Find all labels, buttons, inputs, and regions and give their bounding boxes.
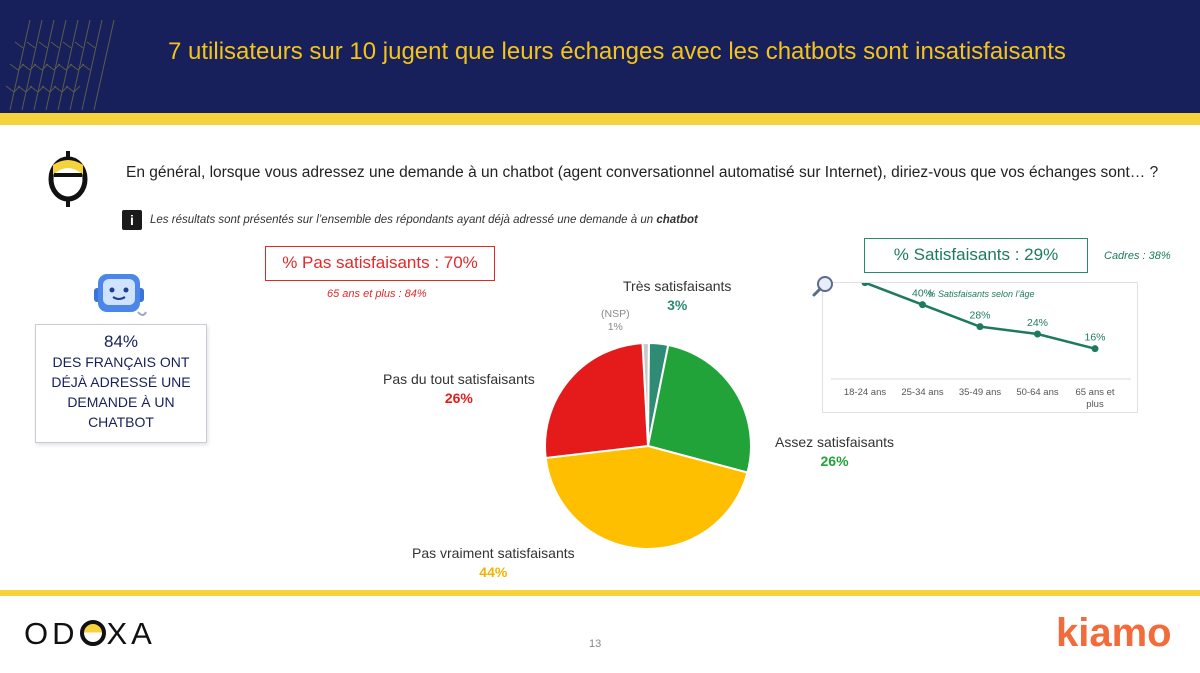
pie-slice-2 bbox=[646, 343, 752, 474]
line-category-label-0: 18-24 ans bbox=[844, 387, 887, 398]
pie-label-tres-name: Très satisfaisants bbox=[623, 278, 732, 294]
line-category-label-3: 50-64 ans bbox=[1016, 387, 1059, 398]
info-icon: i bbox=[122, 210, 142, 230]
usage-percent: 84% bbox=[103, 332, 139, 351]
kiamo-logo: kiamo bbox=[1056, 611, 1172, 655]
line-category-label-4: 65 ans et plus bbox=[1075, 387, 1114, 410]
line-point-3 bbox=[1034, 330, 1041, 338]
pie-label-pas-vraiment: Pas vraiment satisfaisants 44% bbox=[412, 545, 575, 580]
footer-yellow-band bbox=[0, 590, 1200, 596]
odoxa-logo-o-icon bbox=[79, 620, 106, 646]
unsatisfied-total-box: % Pas satisfaisants : 70% bbox=[265, 246, 495, 281]
pie-label-pas-du-tout-name: Pas du tout satisfaisants bbox=[383, 371, 535, 387]
line-point-0 bbox=[861, 283, 869, 287]
pie-slice-4 bbox=[544, 342, 650, 460]
pie-label-tres-value: 3% bbox=[667, 297, 688, 313]
satisfaction-pie-chart bbox=[544, 341, 752, 550]
header-banner: 7 utilisateurs sur 10 jugent que leurs é… bbox=[0, 0, 1200, 113]
chatbot-robot-icon bbox=[94, 274, 147, 316]
pie-label-tres: Très satisfaisants 3% bbox=[623, 278, 731, 313]
header-yellow-band bbox=[0, 113, 1200, 125]
pie-label-pas-vraiment-name: Pas vraiment satisfaisants bbox=[412, 545, 575, 561]
line-value-label-1: 40% bbox=[912, 288, 933, 300]
page-title: 7 utilisateurs sur 10 jugent que leurs é… bbox=[168, 38, 1066, 65]
line-value-label-4: 16% bbox=[1084, 332, 1105, 344]
line-value-label-2: 28% bbox=[969, 310, 990, 322]
odoxa-question-icon bbox=[48, 151, 88, 207]
odoxa-logo: OD XA bbox=[24, 616, 156, 652]
odoxa-logo-right: XA bbox=[106, 616, 156, 651]
pie-label-assez-name: Assez satisfaisants bbox=[775, 434, 895, 450]
page-number: 13 bbox=[589, 638, 602, 650]
magnifier-icon bbox=[812, 276, 833, 297]
pie-slice-3 bbox=[544, 444, 749, 550]
survey-question: En général, lorsque vous adressez une de… bbox=[126, 164, 1159, 181]
pie-label-pas-du-tout: Pas du tout satisfaisants 26% bbox=[383, 371, 535, 406]
chatbot-usage-stat-box: 84% DES FRANÇAIS ONT DÉJÀ ADRESSÉ UNE DE… bbox=[35, 324, 207, 443]
info-note-bold: chatbot bbox=[656, 214, 698, 226]
usage-text: DES FRANÇAIS ONT DÉJÀ ADRESSÉ UNE DEMAND… bbox=[51, 354, 191, 430]
pie-label-assez-value: 26% bbox=[820, 453, 849, 469]
pie-label-pas-du-tout-value: 26% bbox=[444, 390, 473, 406]
unsatisfied-65plus-note: 65 ans et plus : 84% bbox=[327, 288, 427, 300]
age-line-chart: % Satisfaisants selon l’âge52%18-24 ans4… bbox=[831, 283, 1131, 410]
age-line-chart-panel: % Satisfaisants selon l’âge52%18-24 ans4… bbox=[822, 282, 1138, 413]
line-point-1 bbox=[919, 301, 926, 309]
pie-label-nsp: (NSP) 1% bbox=[601, 308, 630, 333]
pie-label-pas-vraiment-value: 44% bbox=[479, 564, 508, 580]
info-note: Les résultats sont présentés sur l’ensem… bbox=[150, 214, 698, 226]
pie-label-nsp-name: (NSP) bbox=[601, 308, 630, 320]
line-chart-title: % Satisfaisants selon l’âge bbox=[927, 289, 1034, 299]
line-value-label-3: 24% bbox=[1027, 317, 1048, 329]
satisfied-total-box: % Satisfaisants : 29% bbox=[864, 238, 1088, 273]
pie-label-nsp-value: 1% bbox=[607, 321, 623, 333]
line-point-2 bbox=[976, 323, 984, 331]
line-category-label-2: 35-49 ans bbox=[959, 387, 1002, 398]
pie-label-assez: Assez satisfaisants 26% bbox=[775, 434, 894, 469]
line-category-label-1: 25-34 ans bbox=[901, 387, 944, 398]
header-decorative-pattern bbox=[5, 19, 115, 111]
cadres-note: Cadres : 38% bbox=[1104, 250, 1171, 262]
line-point-4 bbox=[1091, 345, 1099, 353]
info-note-text: Les résultats sont présentés sur l’ensem… bbox=[150, 214, 657, 226]
odoxa-logo-left: OD bbox=[24, 616, 79, 651]
